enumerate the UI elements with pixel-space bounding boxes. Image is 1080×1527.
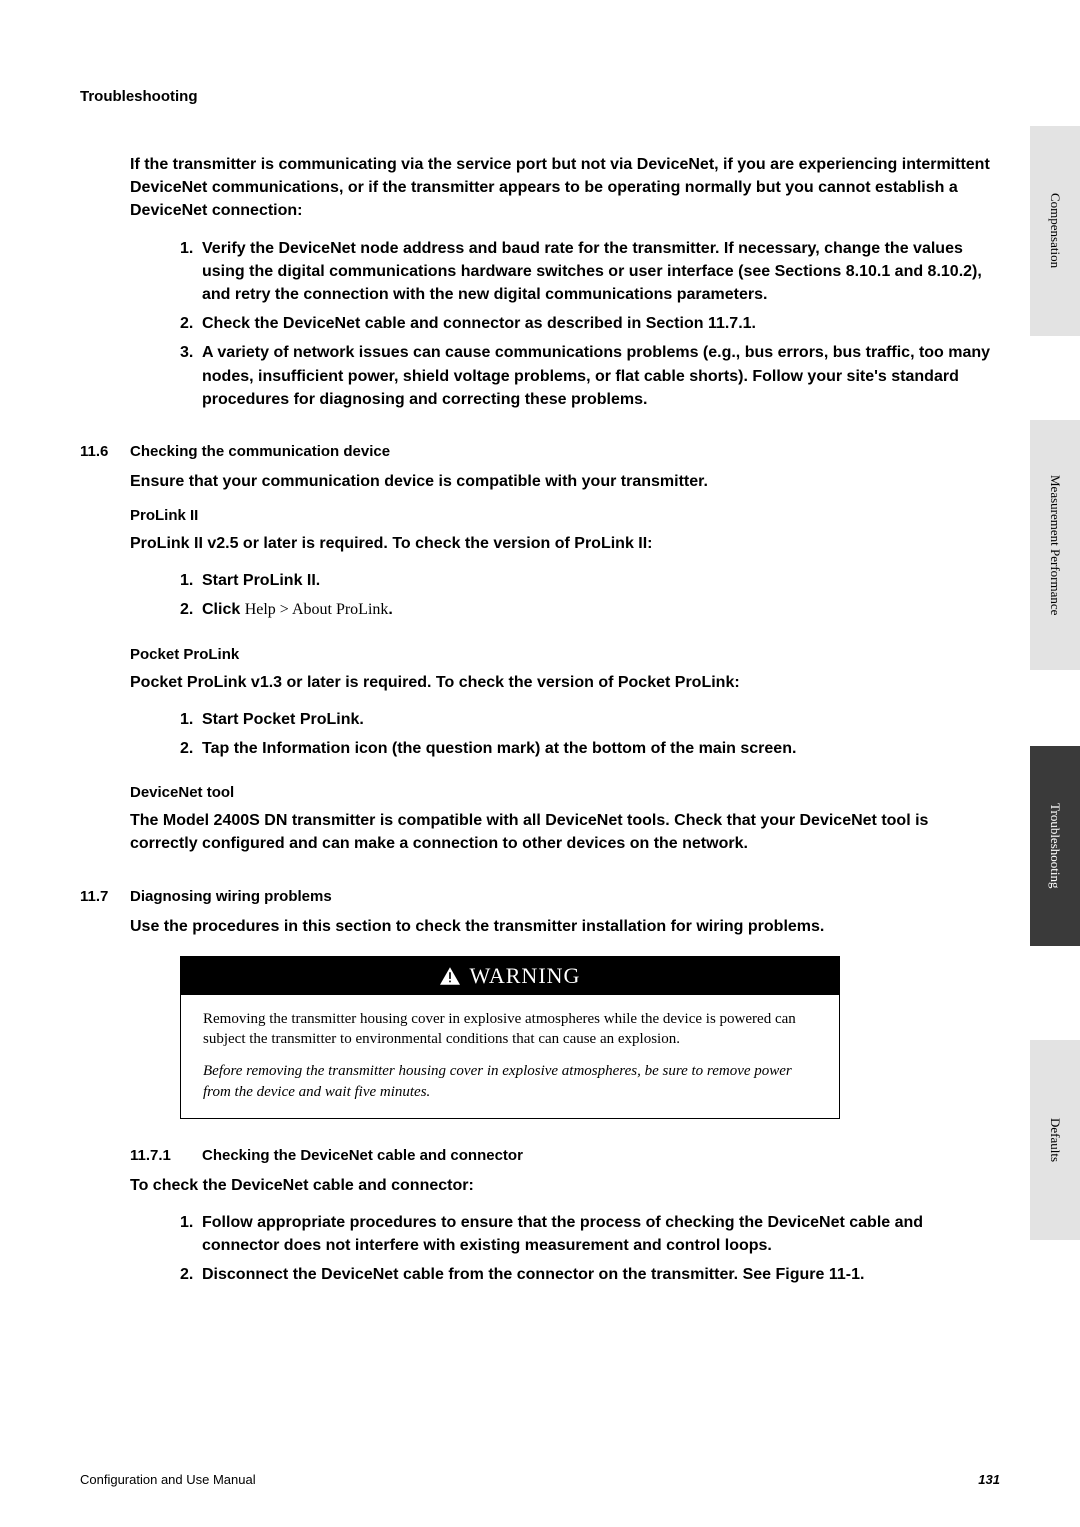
list-text: A variety of network issues can cause co… xyxy=(202,341,1000,411)
tab-label: Compensation xyxy=(1047,193,1063,268)
warning-text: Removing the transmitter housing cover i… xyxy=(203,1009,817,1050)
warning-body: Removing the transmitter housing cover i… xyxy=(181,995,839,1118)
section-title: Checking the communication device xyxy=(130,443,390,460)
tab-label: Measurement Performance xyxy=(1047,475,1063,615)
list-text: Disconnect the DeviceNet cable from the … xyxy=(202,1263,1000,1286)
list-item: 2.Disconnect the DeviceNet cable from th… xyxy=(180,1263,1000,1286)
section-11-7-heading: 11.7 Diagnosing wiring problems xyxy=(80,888,1000,905)
subsection-number: 11.7.1 xyxy=(130,1147,202,1164)
pocket-steps: 1.Start Pocket ProLink. 2.Tap the Inform… xyxy=(180,708,1000,760)
list-item: 1.Start ProLink II. xyxy=(180,569,1000,592)
section-number: 11.7 xyxy=(80,888,130,905)
subsection-intro: To check the DeviceNet cable and connect… xyxy=(130,1174,1000,1197)
list-text: Check the DeviceNet cable and connector … xyxy=(202,312,1000,335)
footer-page-number: 131 xyxy=(978,1472,1000,1487)
subsection-steps: 1.Follow appropriate procedures to ensur… xyxy=(180,1211,1000,1287)
list-text: Follow appropriate procedures to ensure … xyxy=(202,1211,1000,1257)
period: . xyxy=(388,601,392,618)
intro-paragraph: If the transmitter is communicating via … xyxy=(130,153,1000,223)
warning-box: WARNING Removing the transmitter housing… xyxy=(180,956,840,1119)
tab-label: Defaults xyxy=(1047,1118,1063,1162)
section-number: 11.6 xyxy=(80,443,130,460)
list-number: 2. xyxy=(180,737,202,760)
footer-left: Configuration and Use Manual xyxy=(80,1472,256,1487)
pocket-heading: Pocket ProLink xyxy=(130,646,1000,663)
section-intro: Ensure that your communication device is… xyxy=(130,470,1000,493)
list-number: 2. xyxy=(180,598,202,621)
pocket-text: Pocket ProLink v1.3 or later is required… xyxy=(130,671,1000,694)
list-number: 1. xyxy=(180,237,202,307)
list-text: Start Pocket ProLink. xyxy=(202,708,1000,731)
list-item: 2.Click Help > About ProLink. xyxy=(180,598,1000,621)
warning-header: WARNING xyxy=(181,957,839,995)
side-tab-troubleshooting: Troubleshooting xyxy=(1030,746,1080,946)
side-tab-compensation: Compensation xyxy=(1030,126,1080,336)
prolink2-steps: 1.Start ProLink II. 2.Click Help > About… xyxy=(180,569,1000,621)
intro-list: 1.Verify the DeviceNet node address and … xyxy=(180,237,1000,411)
list-text: Start ProLink II. xyxy=(202,569,1000,592)
list-number: 2. xyxy=(180,312,202,335)
list-text: Tap the Information icon (the question m… xyxy=(202,737,1000,760)
list-text: Click Help > About ProLink. xyxy=(202,598,1000,621)
subsection-title: Checking the DeviceNet cable and connect… xyxy=(202,1147,523,1164)
devicenet-tool-text: The Model 2400S DN transmitter is compat… xyxy=(130,809,1000,855)
page-header: Troubleshooting xyxy=(80,88,1000,105)
page-footer: Configuration and Use Manual 131 xyxy=(80,1472,1000,1487)
subsection-11-7-1-heading: 11.7.1 Checking the DeviceNet cable and … xyxy=(130,1147,1000,1164)
list-number: 1. xyxy=(180,1211,202,1257)
list-item: 3.A variety of network issues can cause … xyxy=(180,341,1000,411)
section-11-6-heading: 11.6 Checking the communication device xyxy=(80,443,1000,460)
tab-label: Troubleshooting xyxy=(1047,803,1063,888)
prolink2-text: ProLink II v2.5 or later is required. To… xyxy=(130,532,1000,555)
side-tab-defaults: Defaults xyxy=(1030,1040,1080,1240)
list-item: 1.Verify the DeviceNet node address and … xyxy=(180,237,1000,307)
list-item: 2.Check the DeviceNet cable and connecto… xyxy=(180,312,1000,335)
list-number: 3. xyxy=(180,341,202,411)
warning-triangle-icon xyxy=(440,967,460,985)
list-text: Verify the DeviceNet node address and ba… xyxy=(202,237,1000,307)
list-item: 1.Follow appropriate procedures to ensur… xyxy=(180,1211,1000,1257)
click-label: Click xyxy=(202,601,240,618)
prolink2-heading: ProLink II xyxy=(130,507,1000,524)
list-item: 1.Start Pocket ProLink. xyxy=(180,708,1000,731)
list-item: 2.Tap the Information icon (the question… xyxy=(180,737,1000,760)
side-tabs: Compensation Measurement Performance Tro… xyxy=(1030,0,1080,1527)
warning-italic-text: Before removing the transmitter housing … xyxy=(203,1061,817,1102)
list-number: 1. xyxy=(180,708,202,731)
devicenet-tool-heading: DeviceNet tool xyxy=(130,784,1000,801)
section-intro: Use the procedures in this section to ch… xyxy=(130,915,1000,938)
menu-path: Help > About ProLink xyxy=(245,601,389,618)
list-number: 2. xyxy=(180,1263,202,1286)
section-title: Diagnosing wiring problems xyxy=(130,888,332,905)
side-tab-measurement: Measurement Performance xyxy=(1030,420,1080,670)
list-number: 1. xyxy=(180,569,202,592)
warning-label: WARNING xyxy=(470,963,581,989)
